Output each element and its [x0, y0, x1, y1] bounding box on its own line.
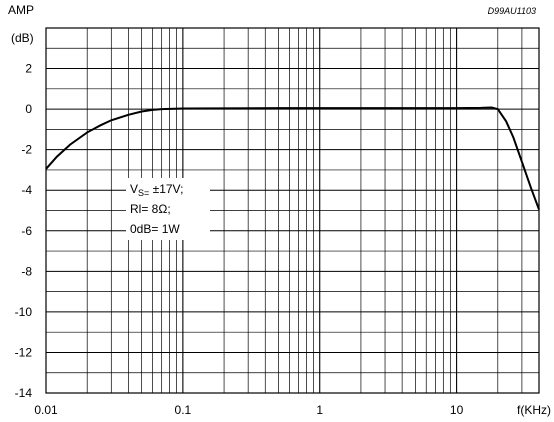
y-tick-label: 2 — [25, 62, 32, 76]
response-curve — [45, 106, 540, 210]
y-tick-label: -12 — [15, 345, 33, 359]
y-tick-labels: 2 0 -2 -4 -6 -8 -10 -12 -14 — [15, 62, 33, 400]
y-tick-label: -8 — [21, 264, 32, 278]
annotation-vs-symbol: V — [130, 182, 138, 196]
y-tick-label: -6 — [21, 224, 32, 238]
y-tick-label: -14 — [15, 386, 33, 400]
annotation-vs-value: ±17V; — [149, 182, 183, 196]
y-tick-label: -10 — [15, 305, 33, 319]
annotation-line-3: 0dB= 1W — [130, 222, 180, 236]
annotation-line-2: Rl= 8Ω; — [130, 202, 171, 216]
grid — [46, 28, 539, 393]
y-tick-label: -4 — [21, 183, 32, 197]
x-tick-label: 1 — [316, 403, 323, 417]
x-axis-label: f(KHz) — [517, 403, 551, 417]
conditions-annotation: VS= ±17V; Rl= 8Ω; 0dB= 1W — [126, 178, 210, 240]
x-tick-label: 10 — [450, 403, 464, 417]
annotation-vs-subscript: S= — [138, 188, 149, 198]
y-axis-unit: (dB) — [11, 31, 34, 45]
x-tick-labels: 0.01 0.1 1 10 — [34, 403, 463, 417]
y-tick-label: 0 — [25, 102, 32, 116]
y-tick-label: -2 — [21, 143, 32, 157]
x-tick-label: 0.01 — [34, 403, 58, 417]
figure-code: D99AU1103 — [488, 6, 536, 16]
plot-frame — [45, 27, 540, 394]
annotation-line-1: VS= ±17V; — [130, 182, 183, 198]
x-tick-label: 0.1 — [175, 403, 192, 417]
annotation-background — [126, 178, 210, 240]
y-axis-label: AMP — [8, 3, 34, 17]
